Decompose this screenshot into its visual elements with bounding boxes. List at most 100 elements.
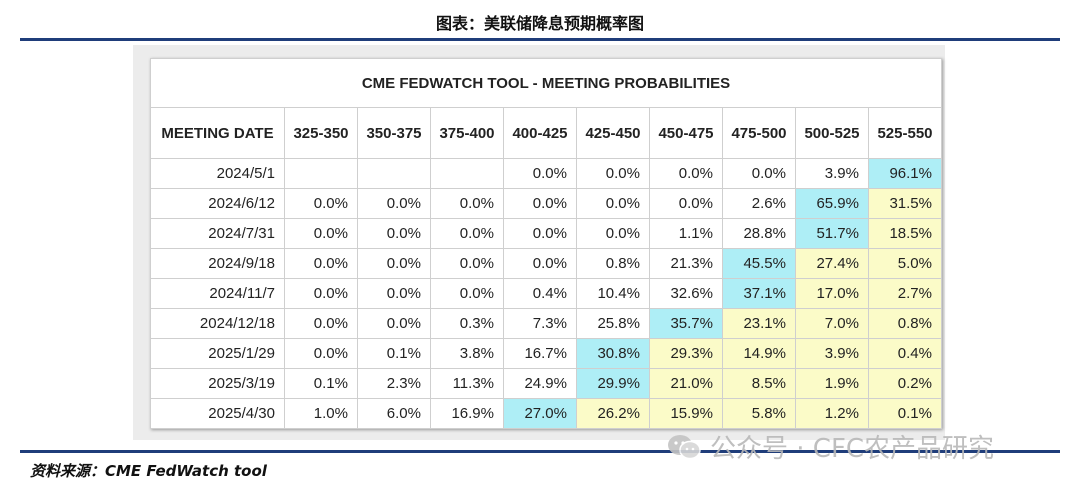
probability-cell: 11.3%	[430, 368, 504, 399]
probability-cell: 5.8%	[722, 398, 796, 429]
probability-cell: 0.0%	[430, 188, 504, 219]
table-row: 2025/3/19 0.1% 2.3% 11.3% 24.9% 29.9% 21.0% 8.5…	[150, 368, 942, 399]
table-row: 2024/12/18 0.0% 0.0% 0.3% 7.3% 25.8% 35.7% 23.1…	[150, 308, 942, 339]
meeting-date-cell: 2025/4/30	[150, 398, 285, 429]
probability-cell: 0.0%	[357, 278, 431, 309]
probability-cell	[430, 158, 504, 189]
header-rate-400-425: 400-425	[503, 107, 577, 159]
probability-cell: 0.0%	[284, 278, 358, 309]
probability-cell: 0.0%	[576, 158, 650, 189]
header-meeting-date: MEETING DATE	[150, 107, 285, 159]
probability-cell: 0.0%	[503, 188, 577, 219]
header-rate-525-550: 525-550	[868, 107, 942, 159]
probability-cell: 30.8%	[576, 338, 650, 369]
probability-cell: 24.9%	[503, 368, 577, 399]
meeting-date-cell: 2024/9/18	[150, 248, 285, 279]
probability-cell: 0.0%	[284, 248, 358, 279]
probability-cell: 8.5%	[722, 368, 796, 399]
table-row: 2024/7/31 0.0% 0.0% 0.0% 0.0% 0.0% 1.1% 28.8% 51…	[150, 218, 942, 249]
probability-cell: 51.7%	[795, 218, 869, 249]
figure-title: 图表：美联储降息预期概率图	[435, 14, 644, 33]
probability-cell	[357, 158, 431, 189]
probabilities-table: CME FEDWATCH TOOL - MEETING PROBABILITIE…	[150, 58, 942, 429]
meeting-date-cell: 2024/12/18	[150, 308, 285, 339]
probability-cell: 45.5%	[722, 248, 796, 279]
probability-cell: 0.0%	[576, 218, 650, 249]
table-body: 2024/5/1 0.0% 0.0% 0.0% 0.0% 3.9% 96.1% 2024/6/…	[150, 158, 942, 429]
probability-cell: 0.0%	[284, 218, 358, 249]
meeting-date-cell: 2025/1/29	[150, 338, 285, 369]
probability-cell: 0.0%	[357, 248, 431, 279]
probability-cell: 29.9%	[576, 368, 650, 399]
probability-cell: 18.5%	[868, 218, 942, 249]
header-rate-475-500: 475-500	[722, 107, 796, 159]
probability-cell: 27.0%	[503, 398, 577, 429]
probability-cell: 3.8%	[430, 338, 504, 369]
meeting-date-cell: 2024/5/1	[150, 158, 285, 189]
probability-cell: 0.0%	[357, 308, 431, 339]
table-row: 2024/6/12 0.0% 0.0% 0.0% 0.0% 0.0% 0.0% 2.6% 65.…	[150, 188, 942, 219]
header-rate-325-350: 325-350	[284, 107, 358, 159]
header-rate-350-375: 350-375	[357, 107, 431, 159]
probability-cell: 0.0%	[357, 218, 431, 249]
probability-cell: 5.0%	[868, 248, 942, 279]
probability-cell: 2.3%	[357, 368, 431, 399]
probability-cell: 0.1%	[868, 398, 942, 429]
probability-cell: 15.9%	[649, 398, 723, 429]
probability-cell: 0.8%	[868, 308, 942, 339]
probability-cell: 0.8%	[576, 248, 650, 279]
watermark-text: 公众号 · CFC农产品研究	[710, 434, 995, 464]
probability-cell: 35.7%	[649, 308, 723, 339]
header-rate-375-400: 375-400	[430, 107, 504, 159]
probability-cell: 0.3%	[430, 308, 504, 339]
probability-cell: 0.0%	[503, 158, 577, 189]
source-note: 资料来源：CME FedWatch tool	[30, 462, 267, 480]
probability-cell: 14.9%	[722, 338, 796, 369]
probability-cell: 2.6%	[722, 188, 796, 219]
probability-cell: 26.2%	[576, 398, 650, 429]
probability-cell	[284, 158, 358, 189]
probability-cell: 3.9%	[795, 338, 869, 369]
probability-cell: 23.1%	[722, 308, 796, 339]
probability-cell: 7.3%	[503, 308, 577, 339]
fedwatch-table-container: CME FEDWATCH TOOL - MEETING PROBABILITIE…	[150, 58, 942, 429]
table-title: CME FEDWATCH TOOL - MEETING PROBABILITIE…	[150, 58, 942, 108]
table-row: 2025/4/30 1.0% 6.0% 16.9% 27.0% 26.2% 15.9% 5.8…	[150, 398, 942, 429]
probability-cell: 37.1%	[722, 278, 796, 309]
probability-cell: 0.2%	[868, 368, 942, 399]
probability-cell: 25.8%	[576, 308, 650, 339]
probability-cell: 27.4%	[795, 248, 869, 279]
header-rate-425-450: 425-450	[576, 107, 650, 159]
probability-cell: 0.0%	[576, 188, 650, 219]
meeting-date-cell: 2024/11/7	[150, 278, 285, 309]
probability-cell: 0.0%	[284, 308, 358, 339]
probability-cell: 1.0%	[284, 398, 358, 429]
probability-cell: 3.9%	[795, 158, 869, 189]
probability-cell: 1.1%	[649, 218, 723, 249]
probability-cell: 16.9%	[430, 398, 504, 429]
probability-cell: 10.4%	[576, 278, 650, 309]
table-row: 2024/5/1 0.0% 0.0% 0.0% 0.0% 3.9% 96.1%	[150, 158, 942, 189]
wechat-icon	[668, 434, 701, 459]
probability-cell: 31.5%	[868, 188, 942, 219]
header-rate-450-475: 450-475	[649, 107, 723, 159]
probability-cell: 0.4%	[503, 278, 577, 309]
probability-cell: 21.3%	[649, 248, 723, 279]
table-row: 2024/9/18 0.0% 0.0% 0.0% 0.0% 0.8% 21.3% 45.5% 2…	[150, 248, 942, 279]
probability-cell: 16.7%	[503, 338, 577, 369]
probability-cell: 0.0%	[357, 188, 431, 219]
probability-cell: 6.0%	[357, 398, 431, 429]
top-rule	[20, 38, 1060, 41]
probability-cell: 29.3%	[649, 338, 723, 369]
probability-cell: 28.8%	[722, 218, 796, 249]
probability-cell: 0.0%	[503, 218, 577, 249]
meeting-date-cell: 2025/3/19	[150, 368, 285, 399]
probability-cell: 0.1%	[284, 368, 358, 399]
probability-cell: 65.9%	[795, 188, 869, 219]
probability-cell: 0.0%	[722, 158, 796, 189]
probability-cell: 0.0%	[649, 158, 723, 189]
probability-cell: 2.7%	[868, 278, 942, 309]
probability-cell: 17.0%	[795, 278, 869, 309]
probability-cell: 32.6%	[649, 278, 723, 309]
probability-cell: 96.1%	[868, 158, 942, 189]
